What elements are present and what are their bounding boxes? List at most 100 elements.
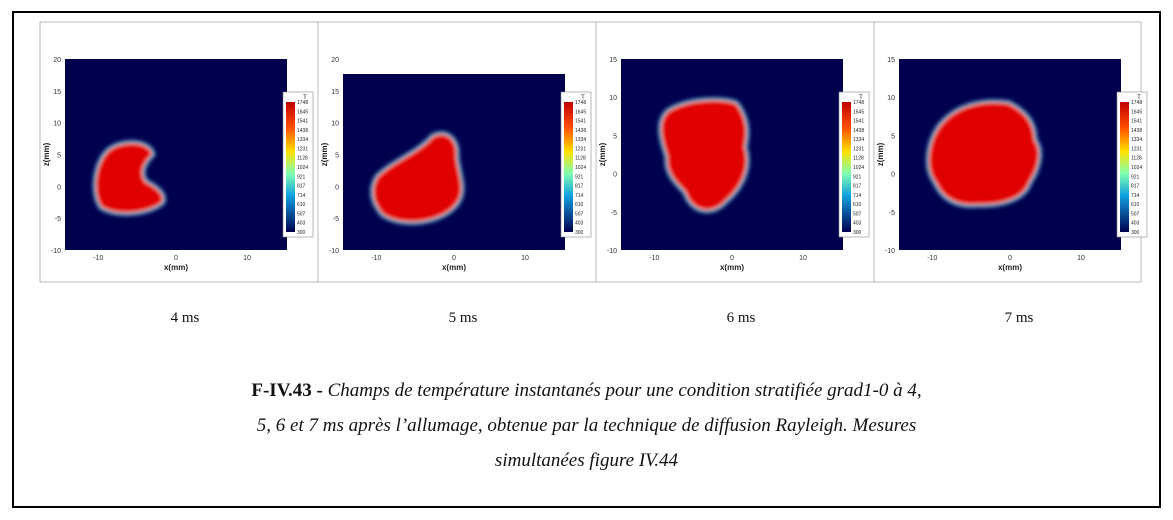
x-axis-label: x(mm) [442,263,466,272]
colorbar-label: 1128 [575,156,586,162]
colorbar-label: 300 [297,230,306,236]
flame-region [658,97,750,213]
y-tick-label: -10 [329,248,339,255]
colorbar-gradient [842,102,851,232]
colorbar-label: 1438 [1131,128,1142,134]
y-tick-label: 5 [335,153,339,160]
colorbar-label: 714 [853,193,862,199]
colorbar-title: T [303,95,307,101]
y-tick-label: -5 [333,216,339,223]
x-axis-label: x(mm) [720,263,744,272]
x-tick-label: 0 [730,255,734,262]
colorbar-gradient [564,102,573,232]
y-tick-label: -5 [55,216,61,223]
colorbar-label: 1541 [1131,119,1142,125]
y-tick-label: 15 [887,57,895,64]
colorbar-title: T [1137,95,1141,101]
x-tick-label: 10 [799,255,807,262]
colorbar-title: T [581,95,585,101]
colorbar-label: 921 [575,174,584,180]
colorbar-label: 1541 [297,119,308,125]
colorbar-label: 714 [575,193,584,199]
y-tick-label: 0 [57,184,61,191]
colorbar-label: 1334 [1131,137,1142,143]
y-tick-label: 10 [887,95,895,102]
y-tick-label: 20 [331,57,339,64]
colorbar-gradient [1120,102,1129,232]
flame-core [928,101,1040,206]
colorbar-label: 817 [853,184,862,190]
colorbar-label: 507 [297,211,306,217]
colorbar-label: 610 [297,202,306,208]
y-tick-label: -10 [885,248,895,255]
x-tick-label: -10 [649,255,659,262]
caption-label: F-IV.43 - [251,380,323,401]
colorbar-label: 1748 [853,100,864,106]
colorbar-label: 1438 [853,128,864,134]
y-tick-label: -10 [607,248,617,255]
colorbar-title: T [859,95,863,101]
colorbar-label: 300 [575,230,584,236]
x-axis-label: x(mm) [998,263,1022,272]
y-tick-label: 0 [891,172,895,179]
colorbar-label: 714 [1131,193,1140,199]
x-axis-label: x(mm) [164,263,188,272]
y-tick-label: 0 [335,184,339,191]
colorbar-label: 817 [297,184,306,190]
colorbar-label: 714 [297,193,306,199]
page-border [12,11,1161,508]
y-tick-label: 5 [613,133,617,140]
colorbar-label: 300 [853,230,862,236]
colorbar-label: 1748 [1131,100,1142,106]
colorbar-label: 1231 [1131,146,1142,152]
time-label: 5 ms [449,310,478,326]
x-tick-label: 0 [452,255,456,262]
flame-core [95,142,164,214]
colorbar-label: 921 [297,174,306,180]
y-axis-label: z(mm) [598,142,607,166]
y-tick-label: 15 [331,89,339,96]
flame-core [660,99,748,211]
x-tick-label: 0 [174,255,178,262]
caption-text: Champs de température instantanés pour u… [327,380,922,401]
y-tick-label: 20 [53,57,61,64]
colorbar-label: 1334 [297,137,308,143]
x-tick-label: -10 [371,255,381,262]
y-axis-label: z(mm) [876,142,885,166]
y-axis-label: z(mm) [42,142,51,166]
flame-region [370,131,465,225]
time-label: 6 ms [727,310,756,326]
colorbar-label: 1438 [297,128,308,134]
flame-region [926,99,1042,208]
colorbar-label: 1645 [297,109,308,115]
time-label: 7 ms [1005,310,1034,326]
colorbar-label: 1128 [1131,156,1142,162]
x-tick-label: -10 [927,255,937,262]
colorbar-label: 817 [1131,184,1140,190]
colorbar-label: 1231 [297,146,308,152]
time-label: 4 ms [171,310,200,326]
colorbar-gradient [286,102,295,232]
colorbar-label: 403 [1131,221,1140,227]
x-tick-label: 0 [1008,255,1012,262]
colorbar-label: 1024 [297,165,308,171]
colorbar-label: 817 [575,184,584,190]
colorbar-label: 1024 [1131,165,1142,171]
colorbar-label: 507 [1131,211,1140,217]
colorbar-label: 1645 [575,109,586,115]
colorbar-label: 921 [1131,174,1140,180]
y-tick-label: 5 [891,133,895,140]
colorbar-label: 1334 [575,137,586,143]
colorbar-label: 403 [575,221,584,227]
plot-area [65,59,287,250]
caption-line: F-IV.43 - Champs de température instanta… [0,380,1173,402]
colorbar-label: 300 [1131,230,1140,236]
colorbar-label: 610 [853,202,862,208]
caption-line: 5, 6 et 7 ms après l’allumage, obtenue p… [256,415,917,436]
